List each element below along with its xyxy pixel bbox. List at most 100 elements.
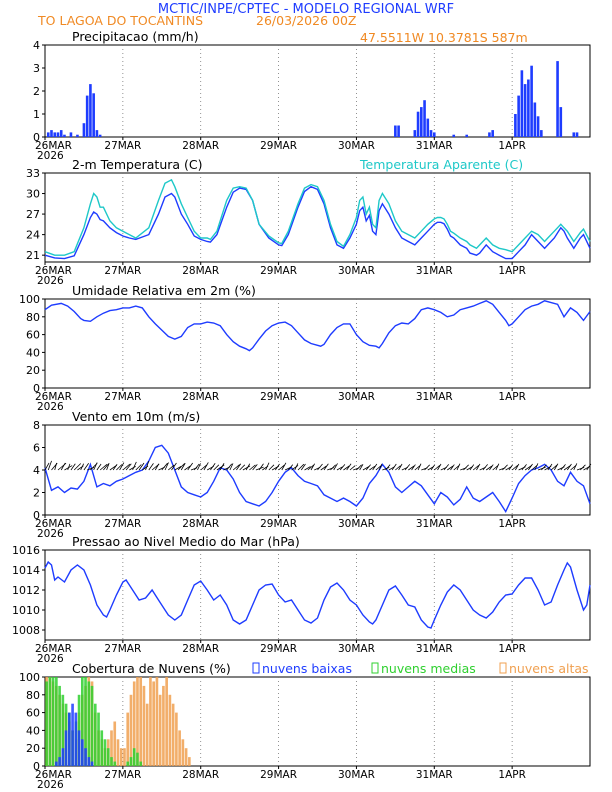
- pres-xtick-label: 1APR: [498, 643, 526, 655]
- pres-title: Pressao ao Nivel Medio do Mar (hPa): [72, 534, 300, 549]
- wind-arrow: [356, 464, 362, 471]
- cloud-bar-nuvens-altas: [171, 703, 175, 766]
- pres-xtick-label: 26MAR: [35, 643, 72, 655]
- wind-arrow: [184, 465, 191, 471]
- wind-arrow: [472, 465, 480, 471]
- wind-arrow: [336, 466, 343, 471]
- wind-arrow: [359, 464, 364, 471]
- wind-arrow: [346, 463, 352, 471]
- cloud-bar-nuvens-medias: [129, 757, 133, 766]
- clouds-ytick-label: 0: [33, 760, 40, 773]
- cloud-bar-nuvens-baixas: [64, 730, 68, 766]
- wind-arrow: [304, 466, 311, 471]
- precip-year-label: 2026: [37, 150, 64, 162]
- wind-ytick-label: 4: [33, 464, 40, 477]
- wind-ytick-label: 8: [33, 419, 40, 432]
- cloud-bar-nuvens-medias: [80, 677, 84, 766]
- precip-title: Precipitacao (mm/h): [72, 29, 199, 44]
- cloud-bar-nuvens-medias: [61, 694, 65, 766]
- wind-arrow: [252, 464, 258, 471]
- wind-arrow: [242, 465, 251, 471]
- wind-arrow: [70, 463, 76, 471]
- rh-title: Umidade Relativa em 2m (%): [72, 283, 256, 298]
- wind-arrow: [369, 465, 376, 471]
- wind-arrow: [294, 463, 299, 471]
- wind-arrow: [73, 463, 81, 471]
- wind-arrow: [164, 462, 169, 471]
- wind-arrow: [44, 462, 50, 471]
- wind-arrow: [521, 464, 527, 471]
- wind-arrow: [502, 464, 508, 471]
- precip-xtick-label: 28MAR: [182, 140, 219, 152]
- pres-ytick-label: 1008: [12, 624, 40, 637]
- precip-xtick-label: 1APR: [498, 140, 526, 152]
- temp-xtick-label: 28MAR: [182, 265, 219, 277]
- temp-ytick-label: 27: [26, 208, 40, 221]
- wind-arrow: [274, 463, 280, 471]
- cloud-bar-nuvens-medias: [48, 677, 52, 766]
- precip-bar: [82, 123, 86, 137]
- wind-xtick-label: 1APR: [498, 518, 526, 530]
- wind-arrow: [125, 463, 132, 471]
- cloud-bar-nuvens-medias: [51, 677, 55, 766]
- wind-arrow: [213, 464, 220, 471]
- clouds-title: Cobertura de Nuvens (%): [72, 661, 231, 676]
- wind-arrow: [148, 463, 154, 471]
- wind-arrow: [249, 464, 256, 471]
- panel-temp: 21 24 27 30 33 26MAR 27MAR 28MAR 29MAR 30MAR 31MAR…: [26, 157, 591, 287]
- temp-xtick-label: 31MAR: [416, 265, 453, 277]
- wind-arrow: [132, 461, 137, 471]
- precip-bar: [429, 130, 433, 137]
- pres-xtick-label: 27MAR: [104, 643, 141, 655]
- wind-arrow: [226, 463, 233, 471]
- wind-arrow: [54, 462, 58, 471]
- precip-bar: [394, 125, 397, 137]
- wind-arrow: [60, 462, 66, 471]
- wind-arrow: [411, 464, 416, 471]
- wind-arrow: [232, 464, 240, 471]
- clouds-ytick-label: 60: [26, 707, 40, 720]
- legend-label-2: nuvens altas: [509, 661, 589, 676]
- cloud-bar-nuvens-baixas: [80, 739, 84, 766]
- temp-xtick-label: 1APR: [498, 265, 526, 277]
- wind-title: Vento em 10m (m/s): [72, 409, 200, 424]
- cloud-bar-nuvens-baixas: [74, 712, 78, 766]
- wind-arrow: [307, 464, 315, 471]
- legend-swatch-2: [499, 662, 507, 674]
- legend-swatch-0: [252, 662, 260, 674]
- cloud-bar-nuvens-altas: [139, 677, 143, 766]
- wind-line-velocidade: [44, 444, 591, 514]
- rh-xtick-label: 31MAR: [416, 391, 453, 403]
- precip-bar: [423, 100, 426, 137]
- wind-arrow: [443, 464, 450, 471]
- wind-arrow: [96, 463, 102, 471]
- cloud-bar-nuvens-altas: [175, 712, 178, 766]
- legend-label-1: nuvens medias: [381, 661, 476, 676]
- cloud-bar-nuvens-altas: [149, 677, 152, 766]
- precip-bar: [452, 134, 456, 137]
- cloud-bar-nuvens-medias: [45, 681, 48, 766]
- wind-arrow: [333, 463, 338, 471]
- cloud-bar-nuvens-baixas: [61, 748, 65, 766]
- wind-ytick-label: 0: [33, 509, 40, 522]
- wind-arrow: [80, 463, 84, 471]
- panel-precip: 0 1 2 3 4 26MAR 27MAR 28MAR 29MAR 30MAR 31MAR 1APR 2…: [33, 29, 591, 162]
- run-date: 26/03/2026 00Z: [256, 13, 357, 28]
- wind-arrow: [193, 463, 200, 471]
- wind-arrow: [573, 463, 578, 471]
- clouds-ytick-label: 40: [26, 724, 40, 737]
- precip-bar: [92, 93, 95, 137]
- temp-xtick-label: 29MAR: [260, 265, 297, 277]
- wind-arrow: [550, 464, 558, 471]
- wind-arrow: [138, 462, 145, 471]
- wind-arrow: [553, 463, 559, 471]
- cloud-bar-nuvens-altas: [168, 694, 172, 766]
- wind-arrow: [398, 463, 403, 471]
- temp-ytick-label: 33: [26, 167, 40, 180]
- cloud-bar-nuvens-baixas: [58, 757, 61, 766]
- cloud-bar-nuvens-altas: [165, 677, 168, 766]
- clouds-ytick-label: 80: [26, 689, 40, 702]
- main-title: MCTIC/INPE/CPTEC - MODELO REGIONAL WRF: [158, 2, 454, 17]
- cloud-bar-nuvens-altas: [129, 694, 133, 766]
